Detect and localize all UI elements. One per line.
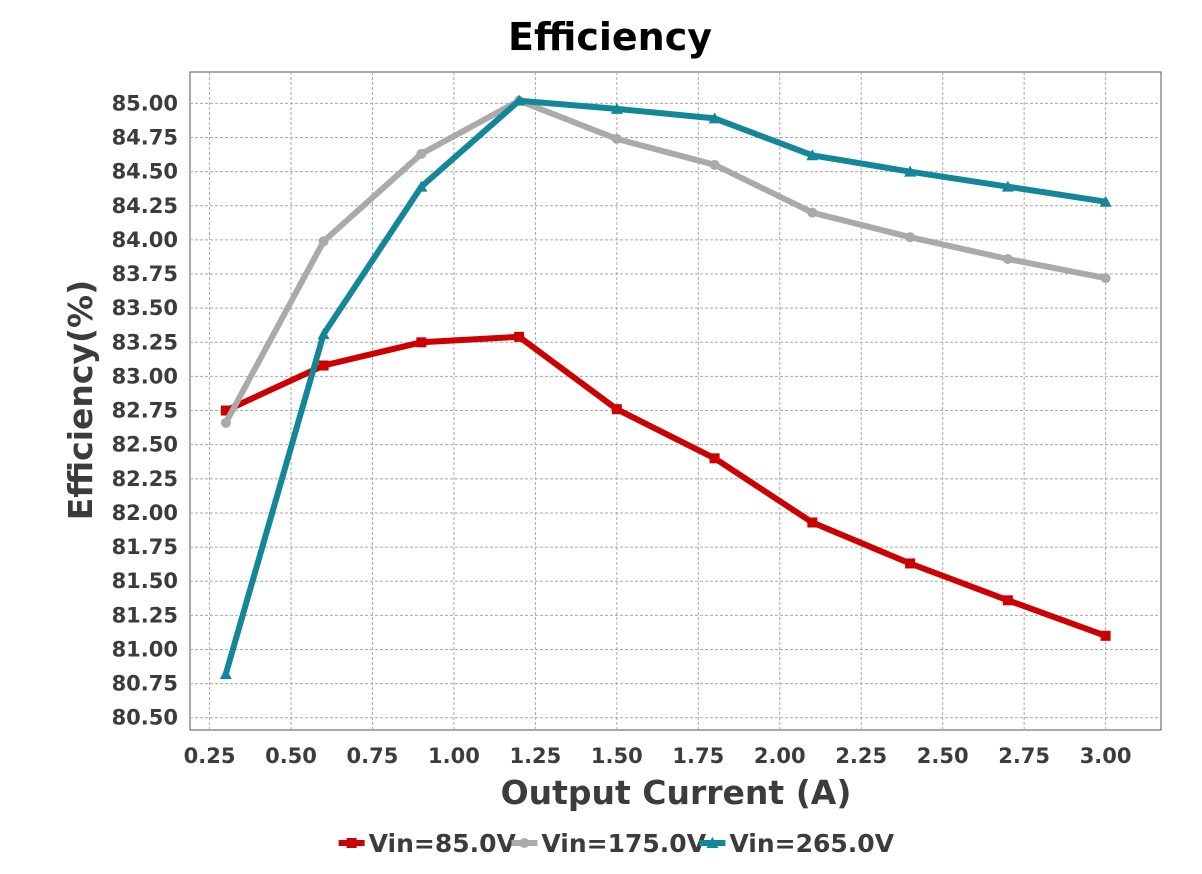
- data-point: [415, 180, 428, 192]
- x-tick-label: 1.00: [428, 744, 480, 768]
- y-tick-label: 81.75: [112, 535, 178, 559]
- data-point: [905, 232, 916, 243]
- data-point: [220, 405, 231, 416]
- data-point: [709, 159, 720, 170]
- series-line: [222, 97, 1109, 677]
- y-tick-label: 84.50: [112, 160, 178, 184]
- data-point: [513, 94, 526, 106]
- data-point: [611, 133, 622, 144]
- y-tick-label: 82.25: [112, 467, 178, 491]
- data-point: [1099, 195, 1112, 207]
- y-tick-label: 84.00: [112, 228, 178, 252]
- data-point: [709, 453, 720, 464]
- x-tick-label: 1.75: [672, 744, 724, 768]
- data-point: [416, 148, 427, 159]
- legend[interactable]: Vin=85.0V Vin=175.0V Vin=265.0V: [338, 829, 895, 858]
- y-tick-label: 80.75: [112, 672, 178, 696]
- grid-lines: [190, 72, 1161, 730]
- legend-marker: [519, 838, 530, 848]
- series-line: [222, 333, 1109, 639]
- x-tick-label: 1.25: [509, 744, 561, 768]
- y-tick-label: 80.50: [112, 706, 178, 730]
- data-point: [610, 102, 623, 114]
- y-tick-label: 82.00: [112, 501, 178, 525]
- x-axis-ticks: 0.25 0.50 0.75 1.00 1.25 1.50 1.75 2.00 2.25 2.50…: [184, 744, 1132, 768]
- y-tick-label: 81.00: [112, 637, 178, 661]
- x-axis-label: Output Current (A): [501, 773, 852, 812]
- x-tick-label: 3.00: [1080, 744, 1132, 768]
- legend-marker: [706, 837, 719, 848]
- data-point: [514, 331, 525, 342]
- y-tick-label: 82.50: [112, 433, 178, 457]
- data-point: [807, 207, 818, 218]
- data-point: [317, 328, 330, 340]
- legend-label: Vin=175.0V: [541, 829, 706, 858]
- y-tick-label: 81.25: [112, 603, 178, 627]
- legend-label: Vin=265.0V: [729, 829, 894, 858]
- y-tick-label: 84.25: [112, 194, 178, 218]
- legend-item-3[interactable]: Vin=265.0V: [699, 829, 895, 858]
- y-tick-label: 83.50: [112, 296, 178, 320]
- y-axis-ticks: 80.50 80.75 81.00 81.25 81.50 81.75 82.00 82.25…: [112, 91, 178, 729]
- data-point: [1100, 630, 1111, 641]
- y-tick-label: 83.00: [112, 364, 178, 388]
- y-tick-label: 84.75: [112, 126, 178, 150]
- x-tick-label: 0.75: [347, 744, 399, 768]
- data-point: [318, 236, 329, 247]
- y-tick-label: 85.00: [112, 91, 178, 115]
- y-tick-label: 81.50: [112, 569, 178, 593]
- data-point: [318, 360, 329, 371]
- chart-title: Efficiency: [508, 15, 712, 59]
- data-point: [708, 112, 721, 124]
- series-lines: [219, 94, 1112, 680]
- x-tick-label: 0.50: [265, 744, 317, 768]
- plot-area: [189, 71, 1162, 731]
- legend-item-2[interactable]: Vin=175.0V: [511, 829, 707, 858]
- legend-label: Vin=85.0V: [369, 829, 517, 858]
- data-point: [1002, 254, 1013, 265]
- x-tick-label: 2.75: [998, 744, 1050, 768]
- data-point: [807, 517, 818, 528]
- data-point: [1001, 180, 1014, 192]
- x-tick-label: 2.25: [835, 744, 887, 768]
- x-tick-label: 2.00: [754, 744, 806, 768]
- series-1: [220, 331, 1111, 641]
- data-point: [1100, 273, 1111, 284]
- data-point: [611, 404, 622, 415]
- x-tick-label: 0.25: [184, 744, 236, 768]
- data-point: [220, 417, 231, 428]
- legend-marker: [346, 838, 357, 848]
- data-point: [1002, 595, 1013, 606]
- data-point: [904, 165, 917, 177]
- data-point: [219, 668, 232, 680]
- y-axis-label: Efficiency(%): [61, 280, 100, 520]
- y-tick-label: 83.25: [112, 330, 178, 354]
- legend-item-1[interactable]: Vin=85.0V: [338, 829, 517, 858]
- x-tick-label: 1.50: [591, 744, 643, 768]
- y-tick-label: 82.75: [112, 399, 178, 423]
- series-line: [222, 97, 1109, 426]
- y-tick-label: 83.75: [112, 262, 178, 286]
- x-tick-label: 2.50: [917, 744, 969, 768]
- data-point: [806, 149, 819, 161]
- series-3: [219, 94, 1112, 680]
- data-point: [416, 337, 427, 348]
- data-point: [905, 558, 916, 569]
